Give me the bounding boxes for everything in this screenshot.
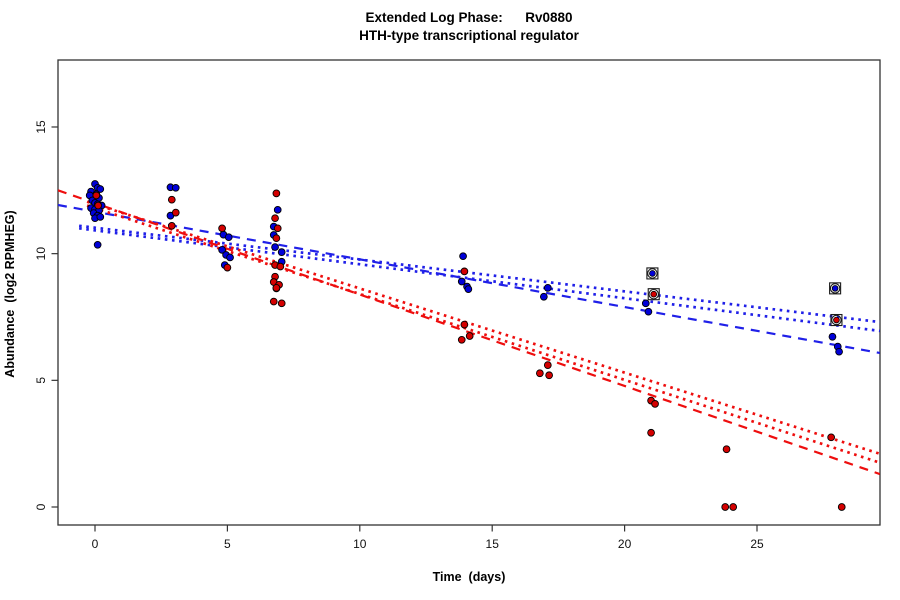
red-data-point bbox=[545, 371, 553, 380]
x-tick-label: 10 bbox=[353, 537, 367, 551]
red-data-point bbox=[651, 400, 659, 408]
x-tick-label: 0 bbox=[92, 537, 99, 551]
outlier-circle-marker bbox=[647, 268, 658, 279]
red-data-point bbox=[827, 433, 835, 442]
red-data-point bbox=[218, 224, 226, 233]
blue-data-point bbox=[96, 213, 105, 221]
blue-data-point bbox=[271, 243, 279, 251]
x-tick-label: 25 bbox=[750, 537, 764, 551]
fit-lines-group bbox=[58, 189, 880, 476]
red-data-point bbox=[94, 201, 103, 210]
blue-data-point bbox=[459, 252, 467, 261]
blue-data-point bbox=[273, 205, 282, 214]
y-axis-ticks: 0 5 10 15 bbox=[34, 120, 58, 510]
red-data-point bbox=[272, 189, 281, 198]
red-data-point bbox=[92, 191, 101, 200]
x-tick-label: 5 bbox=[224, 537, 231, 551]
outlier-square-marker bbox=[647, 288, 660, 301]
red-data-point bbox=[647, 428, 655, 437]
red-data-point bbox=[721, 503, 730, 511]
y-tick-label: 5 bbox=[34, 377, 48, 384]
red-data-point bbox=[536, 369, 544, 378]
blue-dashed-fit-line bbox=[58, 203, 880, 355]
red-data-point bbox=[465, 332, 474, 340]
outlier-circle-marker bbox=[831, 314, 842, 326]
x-axis-label: Time (days) bbox=[433, 570, 506, 584]
red-dotted-fit-2-line bbox=[86, 204, 880, 464]
blue-data-point bbox=[457, 277, 466, 286]
blue-data-point bbox=[835, 347, 843, 356]
outlier-square-marker bbox=[646, 267, 659, 280]
x-tick-label: 20 bbox=[618, 537, 632, 551]
red-data-point bbox=[171, 208, 180, 217]
y-axis-label: Abundance (log2 RPMHEG) bbox=[3, 210, 17, 377]
blue-data-point bbox=[224, 233, 233, 242]
outlier-square-marker bbox=[829, 282, 842, 295]
blue-data-point bbox=[226, 253, 234, 262]
red-data-point bbox=[167, 195, 176, 204]
red-data-point bbox=[223, 263, 232, 272]
plot-box bbox=[57, 59, 881, 526]
blue-data-point bbox=[96, 185, 105, 193]
blue-data-point bbox=[828, 332, 837, 341]
red-data-point bbox=[722, 445, 731, 454]
red-data-point bbox=[271, 214, 279, 223]
x-axis-ticks: 0 5 10 15 20 25 bbox=[92, 525, 764, 551]
plot-title-line2: HTH-type transcriptional regulator bbox=[359, 28, 580, 43]
y-tick-label: 0 bbox=[34, 503, 48, 510]
blue-data-point bbox=[171, 183, 180, 192]
red-data-point bbox=[272, 234, 281, 243]
blue-data-point bbox=[543, 284, 552, 292]
outlier-circle-marker bbox=[648, 288, 659, 300]
blue-outlier-point bbox=[831, 285, 839, 292]
outlier-circle-marker bbox=[829, 283, 841, 294]
red-outlier-point bbox=[650, 290, 658, 298]
red-data-point bbox=[273, 224, 282, 233]
blue-data-point bbox=[218, 246, 226, 254]
red-dashed-fit-line bbox=[58, 189, 880, 476]
blue-dotted-fit-1-line bbox=[78, 224, 880, 324]
red-data-point bbox=[269, 297, 278, 306]
blue-dotted-fit-2-line bbox=[78, 226, 880, 333]
red-data-point bbox=[272, 284, 281, 292]
outlier-square-marker bbox=[830, 313, 843, 327]
red-data-point bbox=[276, 262, 285, 271]
red-data-point bbox=[837, 503, 846, 511]
data-points-group bbox=[85, 180, 846, 511]
red-outlier-point bbox=[833, 316, 840, 324]
red-data-point bbox=[460, 267, 469, 276]
blue-data-point bbox=[277, 248, 286, 256]
y-tick-label: 15 bbox=[34, 120, 48, 134]
flagged-outlier-points-group bbox=[646, 267, 843, 327]
blue-data-point bbox=[464, 285, 473, 293]
red-data-point bbox=[457, 335, 466, 344]
red-data-point bbox=[543, 361, 552, 369]
blue-data-point bbox=[539, 292, 548, 301]
red-dotted-fit-1-line bbox=[86, 200, 880, 456]
plot-title-line1: Extended Log Phase: Rv0880 bbox=[365, 10, 572, 25]
red-data-point bbox=[277, 299, 286, 308]
blue-data-point bbox=[644, 307, 653, 316]
blue-data-point bbox=[641, 299, 650, 308]
blue-outlier-point bbox=[649, 270, 656, 277]
y-tick-label: 10 bbox=[34, 247, 48, 261]
blue-data-point bbox=[93, 240, 102, 249]
x-tick-label: 15 bbox=[486, 537, 500, 551]
red-data-point bbox=[729, 503, 738, 511]
red-data-point bbox=[460, 320, 469, 329]
red-data-point bbox=[167, 221, 176, 230]
